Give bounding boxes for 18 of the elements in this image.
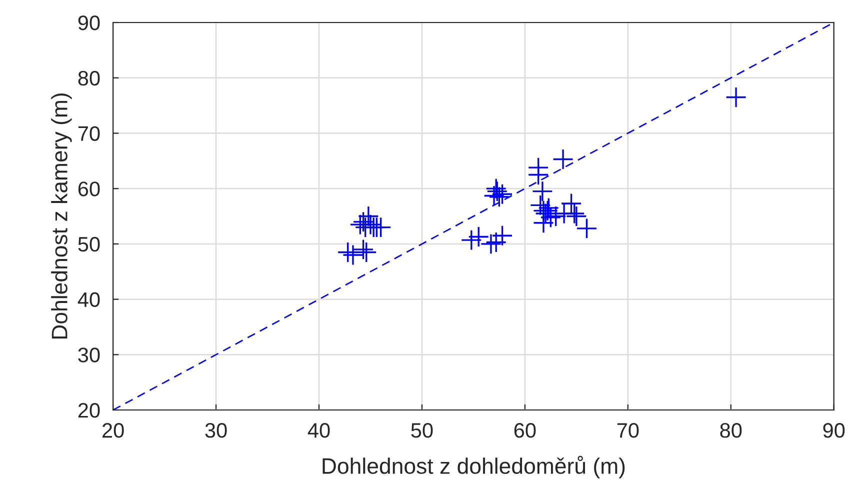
y-tick-label: 50 (78, 236, 100, 252)
y-tick-label: 30 (78, 348, 100, 362)
x-tick-label: 50 (411, 423, 433, 438)
x-tick-label: 80 (720, 423, 742, 438)
y-tick-label: 20 (78, 403, 100, 418)
x-tick-label: 70 (617, 423, 639, 438)
x-tick-label: 20 (102, 423, 124, 438)
x-axis-title: Dohlednost z dohledoměrů (m) (322, 456, 625, 478)
x-tick-label: 30 (205, 423, 227, 438)
y-tick-label: 80 (78, 70, 100, 86)
y-axis-title: Dohlednost z kamery (m) (51, 94, 72, 339)
x-tick-label: 40 (308, 423, 330, 438)
y-tick-label: 60 (78, 182, 100, 196)
y-tick-label: 70 (78, 126, 100, 141)
y-tick-label: 90 (78, 16, 100, 30)
x-tick-label: 90 (823, 423, 845, 438)
y-tick-label: 40 (78, 292, 100, 308)
x-tick-label: 60 (514, 423, 536, 438)
